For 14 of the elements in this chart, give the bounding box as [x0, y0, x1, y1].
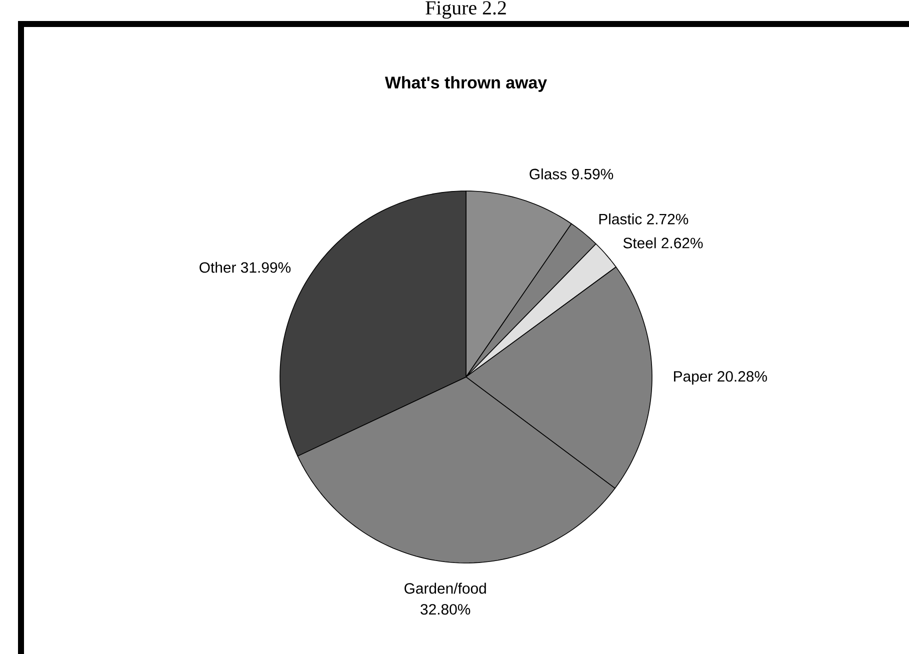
slice-label: Garden/food: [404, 582, 486, 594]
data-label: 2.62%: [662, 238, 703, 248]
slice-label: Paper: [674, 371, 712, 385]
chart-title: What's thrown away: [384, 76, 547, 92]
data-label: 9.59%: [572, 168, 614, 180]
data-label: 2.72%: [647, 214, 688, 224]
caption: Figure 2.2: [426, 1, 506, 19]
slice-label: Plastic: [599, 213, 642, 224]
data-label: 20.28%: [718, 371, 767, 382]
slice-label: Steel: [623, 237, 656, 248]
slice-label: Glass: [530, 168, 567, 180]
data-label: 32.80%: [420, 604, 470, 615]
data-label: 31.99%: [240, 262, 291, 273]
slice-label: Other: [200, 262, 236, 273]
